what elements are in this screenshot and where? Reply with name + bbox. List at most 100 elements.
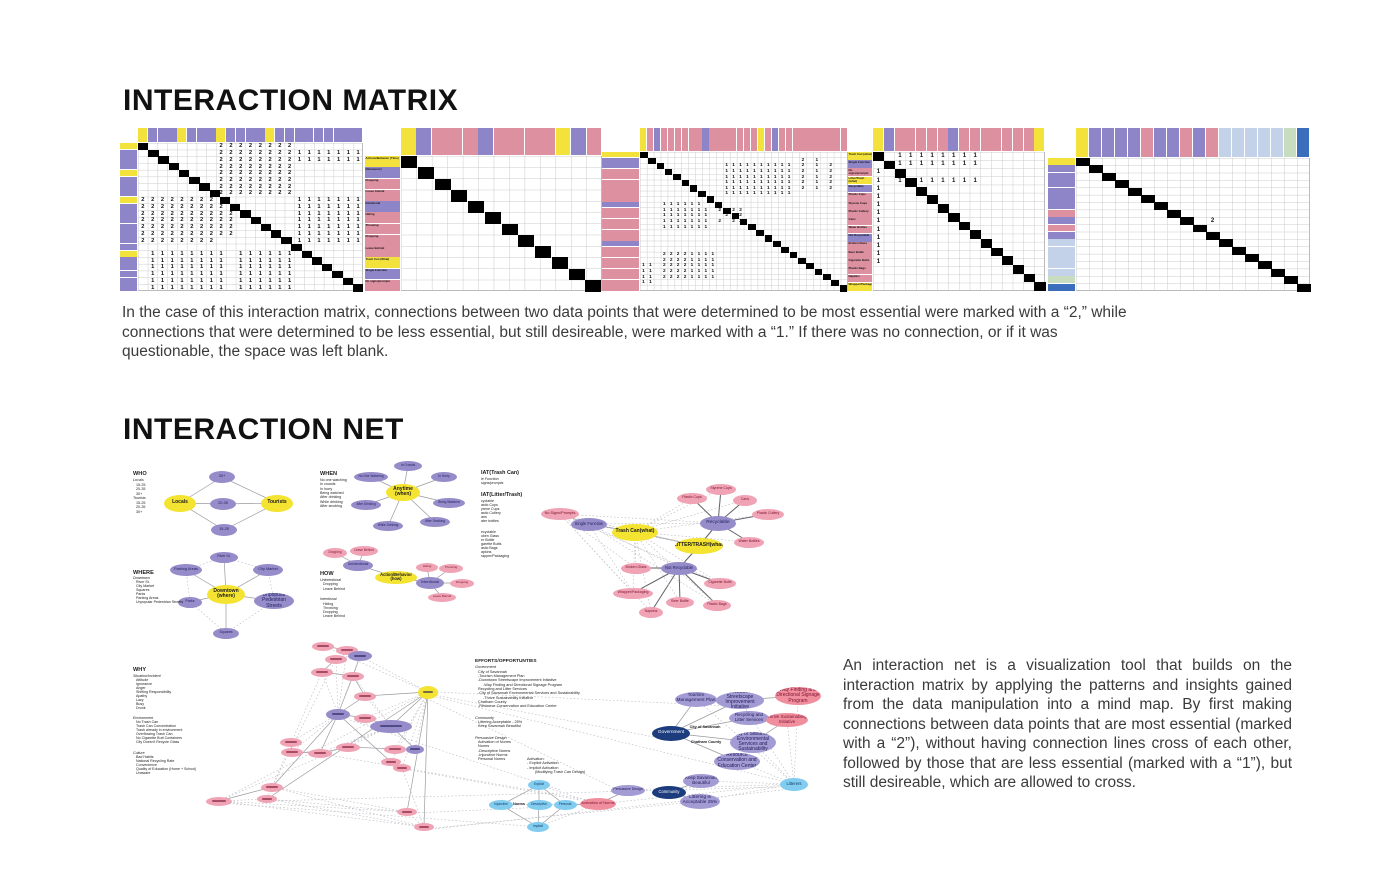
net-node (280, 737, 302, 747)
matrix-mark: 1 (753, 180, 756, 186)
matrix-mark: 2 (151, 197, 155, 204)
matrix-mark: 2 (229, 156, 233, 163)
matrix-mark: 2 (190, 217, 194, 224)
matrix-mark: 1 (732, 185, 735, 191)
matrix-col-header (431, 128, 447, 156)
matrix-mark: 2 (239, 170, 243, 177)
matrix-row-label (120, 217, 138, 224)
matrix-diagonal-cell (1193, 224, 1207, 233)
matrix-mark: 1 (760, 168, 763, 174)
matrix-row-label (120, 176, 138, 183)
matrix-diagonal-cell (739, 218, 748, 225)
net-node: Thrive Sustainability Initiative (766, 713, 808, 727)
matrix-diagonal-cell (1034, 282, 1046, 292)
matrix-diagonal-cell (199, 183, 210, 191)
matrix-col-header (1206, 128, 1219, 158)
net-node: Cans (733, 494, 757, 506)
matrix-caption: In the case of this interaction matrix, … (122, 304, 1127, 360)
matrix-mark: 1 (746, 185, 749, 191)
matrix-mark: 2 (229, 170, 233, 177)
matrix-mark: 2 (739, 218, 742, 224)
matrix-row-label: Cans (848, 217, 873, 226)
matrix-mark: 2 (199, 237, 204, 244)
matrix-mark: 2 (801, 180, 805, 186)
matrix-col-header (806, 128, 813, 152)
matrix-mark: 2 (180, 210, 184, 217)
matrix-mark: 1 (317, 203, 321, 210)
matrix-row-label (1048, 246, 1076, 254)
net-node: Tourists (261, 494, 293, 512)
net-edge (559, 513, 719, 524)
matrix-mark: 1 (288, 271, 292, 278)
matrix-mark: 1 (297, 210, 301, 217)
net-node: After Smoking (420, 517, 450, 527)
matrix-mark: 1 (160, 264, 165, 271)
matrix-panel: 2 (1048, 128, 1311, 292)
matrix-mark: 1 (780, 163, 784, 169)
net-node: Hiding (416, 562, 438, 572)
matrix-mark: 2 (180, 203, 184, 210)
matrix-col-header (799, 128, 806, 152)
node-text-squiggle (379, 725, 403, 727)
matrix-mark: 2 (248, 163, 253, 170)
matrix-col-header (785, 128, 792, 152)
matrix-mark: 2 (258, 163, 262, 170)
matrix-row-label (602, 218, 640, 224)
net-node (261, 782, 283, 792)
matrix-mark: 2 (288, 176, 292, 183)
matrix-diagonal-cell (451, 189, 468, 202)
matrix-mark: 2 (676, 252, 680, 258)
matrix-row-label (120, 203, 138, 210)
matrix-diagonal-cell (1089, 165, 1103, 174)
matrix-col-header (702, 128, 709, 152)
net-edge (271, 671, 323, 788)
matrix-col-header (284, 128, 294, 143)
matrix-mark: 1 (669, 213, 673, 219)
matrix-mark: 1 (346, 237, 350, 244)
matrix-col-header (333, 128, 343, 143)
matrix-mark: 2 (160, 203, 165, 210)
matrix-mark: 1 (356, 237, 360, 244)
matrix-mark: 1 (766, 191, 770, 197)
matrix-mark: 2 (258, 156, 262, 163)
matrix-mark: 1 (307, 150, 311, 157)
matrix-mark: 1 (766, 185, 770, 191)
matrix-diagonal-cell (706, 196, 715, 203)
matrix-mark: 1 (219, 257, 223, 264)
matrix-mark: 2 (180, 197, 184, 204)
net-edge (271, 658, 337, 788)
matrix-diagonal-cell (798, 257, 806, 264)
matrix-row-label (1048, 283, 1076, 291)
matrix-mark: 1 (739, 185, 742, 191)
matrix-mark: 1 (336, 230, 341, 237)
matrix-diagonal-cell (664, 168, 673, 175)
matrix-mark: 1 (773, 180, 777, 186)
matrix-diagonal-cell (178, 169, 190, 178)
matrix-mark: 1 (773, 163, 777, 169)
net-node: Injunctive (489, 800, 513, 810)
matrix-mark: 1 (268, 284, 272, 291)
matrix-mark: 1 (170, 284, 174, 291)
matrix-mark: 1 (199, 257, 204, 264)
matrix-mark: 1 (725, 163, 728, 169)
matrix-mark: 1 (268, 250, 272, 257)
matrix-mark: 1 (908, 161, 913, 168)
matrix-mark: 1 (317, 156, 321, 163)
matrix-mark: 1 (746, 180, 749, 186)
matrix-mark: 1 (973, 161, 977, 168)
net-node (257, 795, 277, 803)
matrix-row-label (120, 237, 138, 244)
matrix-mark: 1 (951, 153, 956, 160)
matrix-mark: 1 (941, 161, 945, 168)
matrix-mark: 1 (711, 263, 715, 269)
matrix-diagonal-cell (1271, 268, 1285, 277)
matrix-mark: 1 (815, 185, 819, 191)
matrix-mark: 2 (662, 274, 666, 280)
matrix-mark: 2 (190, 230, 194, 237)
net-node: Throwing (439, 563, 463, 573)
matrix-diagonal-cell (839, 285, 848, 292)
matrix-row-label (1048, 224, 1076, 232)
net-node: Being Watched (433, 498, 465, 508)
